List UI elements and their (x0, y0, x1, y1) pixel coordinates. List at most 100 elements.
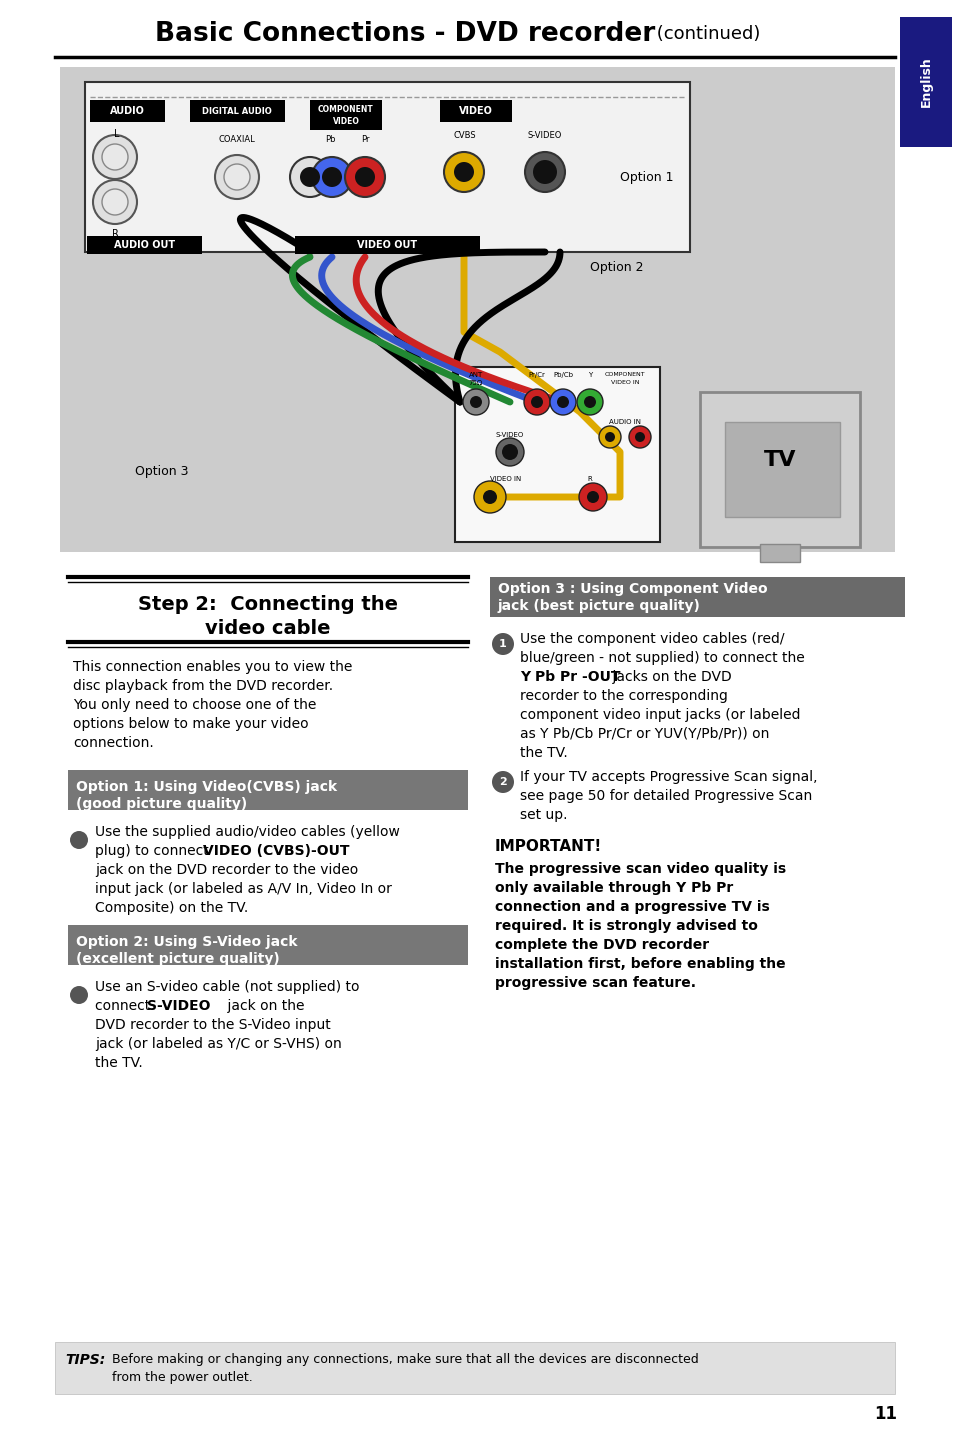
Text: input jack (or labeled as A/V In, Video In or: input jack (or labeled as A/V In, Video … (95, 882, 392, 896)
Text: jack on the: jack on the (223, 1000, 304, 1012)
Circle shape (470, 397, 481, 408)
FancyBboxPatch shape (68, 770, 468, 811)
FancyBboxPatch shape (55, 1342, 894, 1393)
FancyBboxPatch shape (700, 392, 859, 547)
Circle shape (224, 165, 250, 190)
Circle shape (523, 390, 550, 415)
Circle shape (70, 831, 88, 849)
Text: Option 1: Using Video(CVBS) jack: Option 1: Using Video(CVBS) jack (76, 780, 336, 793)
Text: TV: TV (763, 450, 796, 470)
Text: set up.: set up. (519, 808, 567, 822)
Text: Option 3: Option 3 (135, 465, 189, 478)
Circle shape (70, 987, 88, 1004)
FancyBboxPatch shape (724, 422, 840, 517)
FancyBboxPatch shape (455, 367, 659, 541)
FancyBboxPatch shape (87, 236, 202, 253)
Text: as Y Pb/Cb Pr/Cr or YUV(Y/Pb/Pr)) on: as Y Pb/Cb Pr/Cr or YUV(Y/Pb/Pr)) on (519, 727, 768, 740)
Circle shape (312, 158, 352, 198)
Circle shape (102, 189, 128, 215)
Text: jack (or labeled as Y/C or S-VHS) on: jack (or labeled as Y/C or S-VHS) on (95, 1037, 341, 1051)
Text: Pb/Cb: Pb/Cb (553, 372, 573, 378)
Text: Pr/Cr: Pr/Cr (528, 372, 545, 378)
Circle shape (462, 390, 489, 415)
Text: S-VIDEO: S-VIDEO (527, 130, 561, 139)
Text: COAXIAL: COAXIAL (218, 136, 255, 145)
FancyBboxPatch shape (439, 100, 512, 122)
Text: AUDIO: AUDIO (110, 106, 144, 116)
Circle shape (482, 490, 497, 504)
Circle shape (583, 397, 596, 408)
Circle shape (214, 155, 258, 199)
Circle shape (604, 432, 615, 442)
Circle shape (586, 491, 598, 503)
Text: plug) to connect: plug) to connect (95, 843, 213, 858)
Text: AUDIO OUT: AUDIO OUT (114, 241, 175, 251)
Text: Option 3 : Using Component Video: Option 3 : Using Component Video (497, 581, 767, 596)
FancyBboxPatch shape (68, 925, 468, 965)
Text: Use the supplied audio/video cables (yellow: Use the supplied audio/video cables (yel… (95, 825, 399, 839)
Text: the TV.: the TV. (519, 746, 567, 760)
Text: blue/green - not supplied) to connect the: blue/green - not supplied) to connect th… (519, 652, 804, 664)
Text: jacks on the DVD: jacks on the DVD (607, 670, 731, 684)
Circle shape (501, 444, 517, 460)
Text: VIDEO: VIDEO (333, 117, 359, 126)
Circle shape (355, 168, 375, 188)
Text: COMPONENT: COMPONENT (604, 372, 644, 378)
Text: Composite) on the TV.: Composite) on the TV. (95, 901, 248, 915)
Circle shape (492, 770, 514, 793)
Text: IMPORTANT!: IMPORTANT! (495, 839, 601, 855)
Text: 2: 2 (498, 778, 506, 788)
Text: from the power outlet.: from the power outlet. (112, 1372, 253, 1385)
Text: options below to make your video: options below to make your video (73, 717, 309, 730)
FancyBboxPatch shape (190, 100, 285, 122)
Text: The progressive scan video quality is: The progressive scan video quality is (495, 862, 785, 876)
Circle shape (299, 168, 319, 188)
Text: Pr: Pr (360, 136, 369, 145)
Circle shape (102, 145, 128, 170)
Circle shape (578, 483, 606, 511)
FancyBboxPatch shape (60, 67, 894, 551)
Text: VIDEO IN: VIDEO IN (610, 379, 639, 385)
Text: (continued): (continued) (650, 24, 760, 43)
Text: 11: 11 (874, 1405, 897, 1423)
Circle shape (443, 152, 483, 192)
Circle shape (322, 168, 341, 188)
Text: connect: connect (95, 1000, 154, 1012)
Circle shape (290, 158, 330, 198)
Text: 75Ω: 75Ω (468, 379, 482, 387)
Text: VIDEO IN: VIDEO IN (490, 475, 520, 483)
Text: This connection enables you to view the: This connection enables you to view the (73, 660, 352, 674)
Text: Y Pb Pr -OUT: Y Pb Pr -OUT (519, 670, 619, 684)
Text: required. It is strongly advised to: required. It is strongly advised to (495, 919, 757, 934)
Circle shape (92, 180, 137, 223)
Text: S-VIDEO: S-VIDEO (496, 432, 523, 438)
Circle shape (531, 397, 542, 408)
FancyBboxPatch shape (490, 577, 904, 617)
Text: Y: Y (587, 372, 592, 378)
Text: Pb: Pb (324, 136, 335, 145)
Text: VIDEO: VIDEO (458, 106, 493, 116)
Text: COMPONENT: COMPONENT (317, 106, 374, 115)
Circle shape (496, 438, 523, 465)
Text: English: English (919, 57, 931, 107)
Text: Option 2: Option 2 (589, 261, 643, 274)
Text: DIGITAL AUDIO: DIGITAL AUDIO (202, 106, 272, 116)
Text: Use an S-video cable (not supplied) to: Use an S-video cable (not supplied) to (95, 979, 359, 994)
Circle shape (454, 162, 474, 182)
Text: Basic Connections - DVD recorder: Basic Connections - DVD recorder (154, 21, 655, 47)
Text: Option 1: Option 1 (619, 170, 673, 183)
Circle shape (550, 390, 576, 415)
Text: recorder to the corresponding: recorder to the corresponding (519, 689, 727, 703)
Text: If your TV accepts Progressive Scan signal,: If your TV accepts Progressive Scan sign… (519, 770, 817, 783)
Text: CVBS: CVBS (454, 130, 476, 139)
Text: R: R (112, 229, 118, 239)
Circle shape (577, 390, 602, 415)
Text: Option 2: Using S-Video jack: Option 2: Using S-Video jack (76, 935, 297, 949)
Circle shape (557, 397, 568, 408)
Text: DVD recorder to the S-Video input: DVD recorder to the S-Video input (95, 1018, 331, 1032)
Text: jack (best picture quality): jack (best picture quality) (497, 599, 700, 613)
Text: Before making or changing any connections, make sure that all the devices are di: Before making or changing any connection… (112, 1353, 698, 1366)
Text: L: L (114, 129, 120, 139)
FancyBboxPatch shape (310, 100, 381, 130)
FancyBboxPatch shape (85, 82, 689, 252)
